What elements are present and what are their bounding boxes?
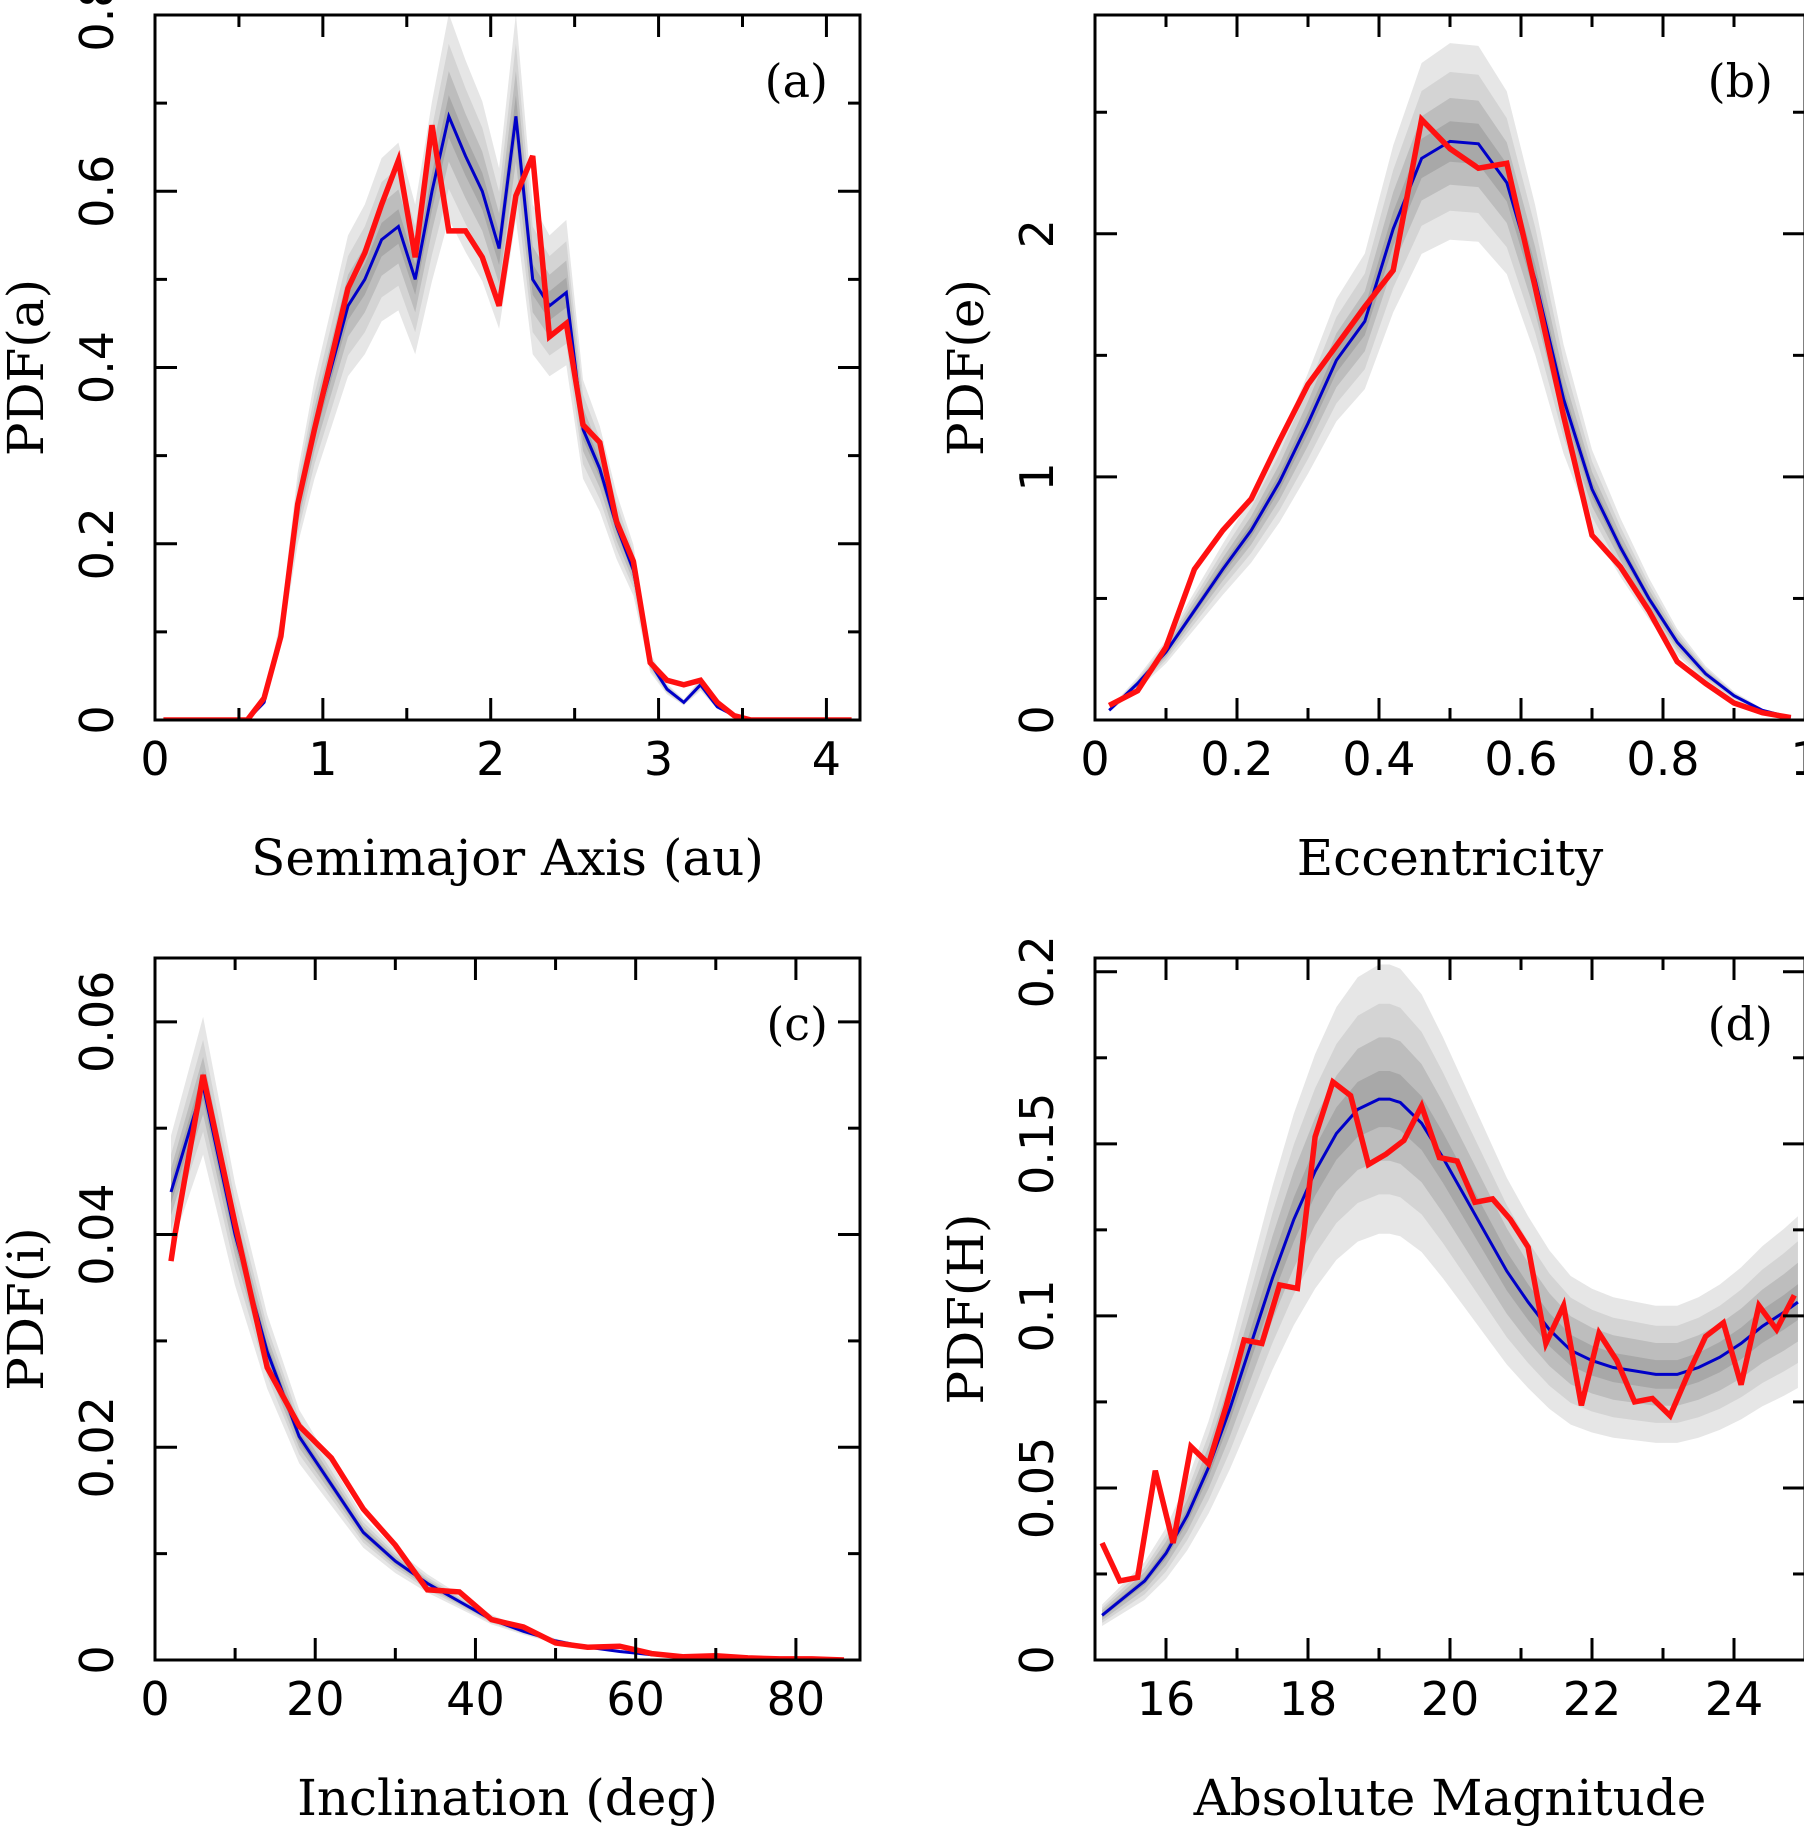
panel-label: (a) [765, 54, 828, 108]
y-axis-title: PDF(H) [937, 1213, 995, 1404]
confidence-band-2 [171, 1039, 844, 1660]
y-tick-label: 0.6 [70, 155, 124, 228]
x-tick-label: 0.4 [1342, 732, 1415, 786]
panel-c: 0 20 40 60 80 0 0.02 0.04 0.06 Inclination (deg) P… [0, 956, 862, 1827]
plot-area [163, 15, 852, 720]
x-tick-label: 18 [1279, 1672, 1338, 1726]
y-tick-label: 0.15 [1010, 1093, 1064, 1195]
x-tick-label: 20 [1421, 1672, 1480, 1726]
panel-label: (c) [766, 997, 828, 1051]
panel-label: (b) [1708, 54, 1773, 108]
panel-d: 16 18 20 22 24 0 0.05 0.1 0.15 0.2 Absolute Magnit… [937, 935, 1804, 1827]
x-tick-label: 1 [308, 732, 337, 786]
y-axis-title: PDF(a) [0, 279, 55, 456]
x-tick-label: 24 [1705, 1672, 1764, 1726]
series-line-observed [1107, 113, 1792, 720]
y-tick-label: 1 [1010, 462, 1064, 491]
x-tick-label: 4 [812, 732, 841, 786]
y-tick-label: 0.4 [70, 331, 124, 404]
plot-frame [153, 956, 862, 1662]
series-line-observed [163, 124, 852, 720]
x-tick-label: 22 [1563, 1672, 1622, 1726]
y-tick-label: 0 [1010, 705, 1064, 734]
y-tick-label: 0.05 [1010, 1437, 1064, 1539]
panel-label: (d) [1708, 997, 1773, 1051]
x-tick-label: 1 [1790, 732, 1804, 786]
confidence-band-1 [1102, 964, 1798, 1626]
x-tick-label: 0 [140, 1672, 169, 1726]
x-axis-title: Absolute Magnitude [1193, 1769, 1707, 1827]
x-tick-label: 16 [1137, 1672, 1196, 1726]
y-tick-label: 0 [1010, 1645, 1064, 1674]
y-axis-title: PDF(i) [0, 1227, 55, 1390]
y-tick-label: 0.06 [70, 971, 124, 1073]
y-tick-label: 0.04 [70, 1183, 124, 1285]
plot-area [1099, 964, 1799, 1626]
x-tick-label: 40 [446, 1672, 505, 1726]
y-tick-label: 0.1 [1010, 1279, 1064, 1352]
y-tick-label: 2 [1010, 219, 1064, 248]
y-tick-label: 0.8 [70, 0, 124, 52]
y-tick-label: 0.2 [1010, 935, 1064, 1008]
x-tick-label: 0.8 [1626, 732, 1699, 786]
x-tick-label: 3 [644, 732, 673, 786]
y-tick-label: 0.02 [70, 1396, 124, 1498]
plot-area [1107, 43, 1792, 720]
x-tick-label: 0 [1080, 732, 1109, 786]
y-tick-label: 0.2 [70, 507, 124, 580]
x-tick-label: 0 [140, 732, 169, 786]
plot-area [168, 1016, 845, 1660]
x-tick-label: 20 [286, 1672, 345, 1726]
panel-b: 0 0.2 0.4 0.6 0.8 1 0 1 2 Eccentricity PDF(e) (b) [937, 13, 1804, 887]
x-tick-label: 0.2 [1200, 732, 1273, 786]
x-axis-title: Eccentricity [1297, 829, 1604, 887]
series-line-model [1108, 139, 1792, 720]
y-axis-title: PDF(e) [937, 279, 995, 456]
x-tick-label: 80 [767, 1672, 826, 1726]
y-tick-label: 0 [70, 705, 124, 734]
x-tick-label: 0.6 [1484, 732, 1557, 786]
panel-a: 0 1 2 3 4 0 0.2 0.4 0.6 0.8 Semimajor Axis (au) PDF… [0, 0, 862, 887]
x-axis-title: Inclination (deg) [297, 1769, 718, 1827]
x-axis-title: Semimajor Axis (au) [251, 829, 764, 887]
y-tick-label: 0 [70, 1645, 124, 1674]
x-tick-label: 2 [476, 732, 505, 786]
series-line-observed [168, 1074, 845, 1660]
confidence-band-4 [1102, 1071, 1798, 1618]
x-tick-label: 60 [606, 1672, 665, 1726]
series-line-observed [1099, 1077, 1797, 1585]
confidence-band-1 [171, 1016, 844, 1660]
